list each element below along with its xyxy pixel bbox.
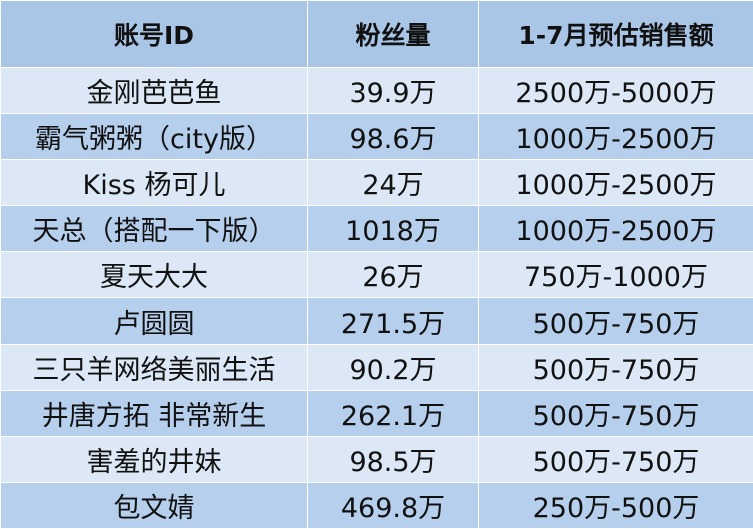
estimated-sales-cell: 500万-750万 (478, 343, 753, 391)
estimated-sales-cell: 500万-750万 (478, 435, 753, 483)
followers-cell: 24万 (307, 159, 479, 207)
estimated-sales-cell: 1000万-2500万 (478, 205, 753, 253)
estimated-sales-cell: 1000万-2500万 (478, 159, 753, 207)
estimated-sales-cell: 2500万-5000万 (478, 66, 753, 115)
followers-cell: 262.1万 (307, 389, 479, 437)
estimated-sales-cell: 250万-500万 (478, 481, 753, 529)
followers-cell: 271.5万 (307, 297, 479, 345)
account-id-cell: 害羞的井妹 (0, 435, 308, 483)
followers-cell: 90.2万 (307, 343, 479, 391)
account-id-cell: Kiss 杨可儿 (0, 159, 308, 207)
estimated-sales-cell: 750万-1000万 (478, 251, 753, 299)
estimated-sales-cell: 500万-750万 (478, 297, 753, 345)
table-row: 卢圆圆 271.5万 500万-750万 (0, 297, 753, 345)
table-row: 害羞的井妹 98.5万 500万-750万 (0, 435, 753, 483)
table-row: Kiss 杨可儿 24万 1000万-2500万 (0, 159, 753, 207)
account-id-cell: 霸气粥粥（city版） (0, 113, 308, 161)
column-header-followers: 粉丝量 (307, 0, 479, 68)
followers-cell: 26万 (307, 251, 479, 299)
table-row: 井唐方拓 非常新生 262.1万 500万-750万 (0, 389, 753, 437)
table-row: 天总（搭配一下版） 1018万 1000万-2500万 (0, 205, 753, 253)
account-id-cell: 夏天大大 (0, 251, 308, 299)
account-id-cell: 卢圆圆 (0, 297, 308, 345)
followers-cell: 469.8万 (307, 481, 479, 529)
table-row: 包文婧 469.8万 250万-500万 (0, 481, 753, 529)
column-header-account-id: 账号ID (0, 0, 308, 68)
table-row: 霸气粥粥（city版） 98.6万 1000万-2500万 (0, 113, 753, 161)
followers-cell: 98.6万 (307, 113, 479, 161)
table-row: 金刚芭芭鱼 39.9万 2500万-5000万 (0, 66, 753, 115)
estimated-sales-cell: 500万-750万 (478, 389, 753, 437)
followers-cell: 98.5万 (307, 435, 479, 483)
estimated-sales-cell: 1000万-2500万 (478, 113, 753, 161)
column-header-estimated-sales: 1-7月预估销售额 (478, 0, 753, 68)
account-id-cell: 井唐方拓 非常新生 (0, 389, 308, 437)
table-row: 三只羊网络美丽生活 90.2万 500万-750万 (0, 343, 753, 391)
account-id-cell: 金刚芭芭鱼 (0, 66, 308, 115)
followers-cell: 1018万 (307, 205, 479, 253)
account-id-cell: 包文婧 (0, 481, 308, 529)
header-row: 账号ID 粉丝量 1-7月预估销售额 (0, 0, 753, 68)
followers-cell: 39.9万 (307, 66, 479, 115)
account-id-cell: 天总（搭配一下版） (0, 205, 308, 253)
table-row: 夏天大大 26万 750万-1000万 (0, 251, 753, 299)
account-id-cell: 三只羊网络美丽生活 (0, 343, 308, 391)
